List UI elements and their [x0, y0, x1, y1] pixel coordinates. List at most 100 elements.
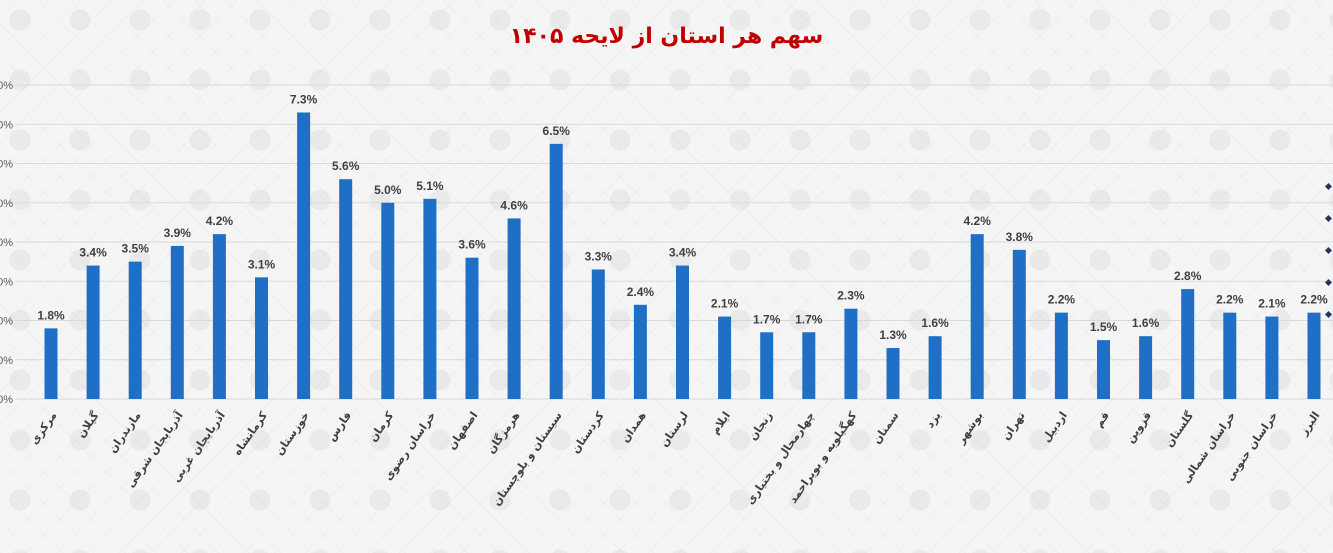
category-label: خوزستان [273, 409, 312, 457]
data-label: 7.3% [290, 92, 318, 106]
data-label: 2.4% [627, 285, 655, 299]
category-label: گیلان [74, 409, 101, 440]
category-label: اصفهان [445, 409, 480, 452]
category-label: هرمزگان [484, 409, 522, 456]
bar [1012, 249, 1026, 399]
legend-marker [1324, 246, 1333, 255]
chart-title: سهم هر استان از لایحه ۱۴۰۵ [509, 24, 824, 49]
category-label: فارس [325, 409, 354, 443]
data-label: 3.8% [1006, 230, 1034, 244]
bar [1054, 312, 1068, 399]
data-label: 1.6% [921, 316, 949, 330]
bar [718, 316, 732, 399]
bar [591, 269, 605, 399]
bar [1139, 336, 1153, 399]
bar [255, 277, 268, 399]
y-tick-label: 80% [0, 80, 13, 92]
y-tick-label: 20% [0, 316, 13, 328]
data-label: 2.1% [711, 297, 739, 311]
data-label: 2.3% [837, 289, 865, 303]
data-label: 4.2% [206, 214, 234, 228]
bar [633, 304, 647, 399]
data-label: 3.5% [122, 242, 150, 256]
bar [170, 245, 184, 399]
data-label: 3.4% [669, 246, 697, 260]
data-label: 5.6% [332, 159, 360, 173]
category-label: بوشهر [954, 409, 986, 447]
y-tick-label: 60% [0, 159, 13, 171]
bar [1223, 312, 1237, 399]
category-label: کرمانشاه [231, 409, 271, 458]
data-label: 4.6% [500, 198, 528, 212]
data-label: 3.6% [458, 238, 486, 252]
bar [423, 198, 437, 399]
data-label: 1.5% [1090, 320, 1118, 334]
legend-marker [1324, 310, 1333, 319]
data-label: 2.2% [1048, 293, 1076, 307]
y-tick-label: 30% [0, 276, 13, 288]
data-label: 6.5% [543, 124, 571, 138]
category-label: البرز [1297, 409, 1323, 438]
bar [928, 336, 942, 399]
category-label: قزوین [1123, 409, 1154, 445]
bar [549, 143, 563, 399]
y-tick-label: 10% [0, 355, 13, 367]
y-tick-label: 70% [0, 119, 13, 131]
data-label: 5.0% [374, 183, 402, 197]
legend-marker [1324, 182, 1333, 191]
data-label: 1.3% [879, 328, 907, 342]
y-tick-label: 50% [0, 198, 13, 210]
bar [44, 328, 58, 399]
category-label: گلستان [1163, 409, 1197, 450]
category-label: اردبیل [1040, 409, 1070, 444]
bar [339, 179, 353, 399]
data-label: 2.2% [1300, 293, 1328, 307]
y-tick-label: 40% [0, 237, 13, 249]
data-label: 5.1% [416, 179, 444, 193]
bar [1307, 312, 1321, 399]
bar [844, 308, 858, 399]
bar [381, 202, 395, 399]
category-label: تهران [999, 409, 1028, 442]
bar [128, 261, 142, 399]
category-label: مازندران [106, 409, 144, 455]
category-label: کردستان [569, 409, 607, 456]
bar [802, 332, 816, 399]
bar [886, 347, 900, 399]
bar [86, 265, 100, 399]
data-label: 2.1% [1258, 297, 1286, 311]
data-label: 2.2% [1216, 293, 1244, 307]
legend-marker [1324, 214, 1333, 223]
data-label: 1.7% [795, 312, 823, 326]
data-label: 1.8% [37, 308, 65, 322]
data-label: 3.1% [248, 257, 276, 271]
bar [1097, 340, 1110, 399]
y-tick-label: 0% [0, 394, 13, 406]
legend-markers [1324, 182, 1333, 344]
category-label: قم [1092, 409, 1112, 429]
legend-marker [1324, 278, 1333, 287]
data-label: 2.8% [1174, 269, 1202, 283]
data-label: 3.9% [164, 226, 192, 240]
bar [970, 234, 984, 399]
category-label: لرستان [657, 409, 690, 449]
category-label: یزد [923, 409, 943, 430]
data-label: 3.4% [79, 246, 107, 260]
bar [507, 218, 521, 399]
category-label: زنجان [746, 409, 775, 443]
bar [297, 112, 311, 399]
category-label: همدان [618, 409, 648, 445]
bar [676, 265, 689, 399]
bar [212, 234, 226, 399]
bar [760, 332, 774, 399]
data-label: 1.7% [753, 312, 781, 326]
data-label: 4.2% [964, 214, 992, 228]
data-label: 1.6% [1132, 316, 1160, 330]
bar [465, 257, 479, 399]
category-label: مرکزی [28, 409, 60, 447]
bar [1181, 289, 1195, 399]
category-label: سمنان [870, 409, 901, 446]
bar [1265, 316, 1279, 399]
